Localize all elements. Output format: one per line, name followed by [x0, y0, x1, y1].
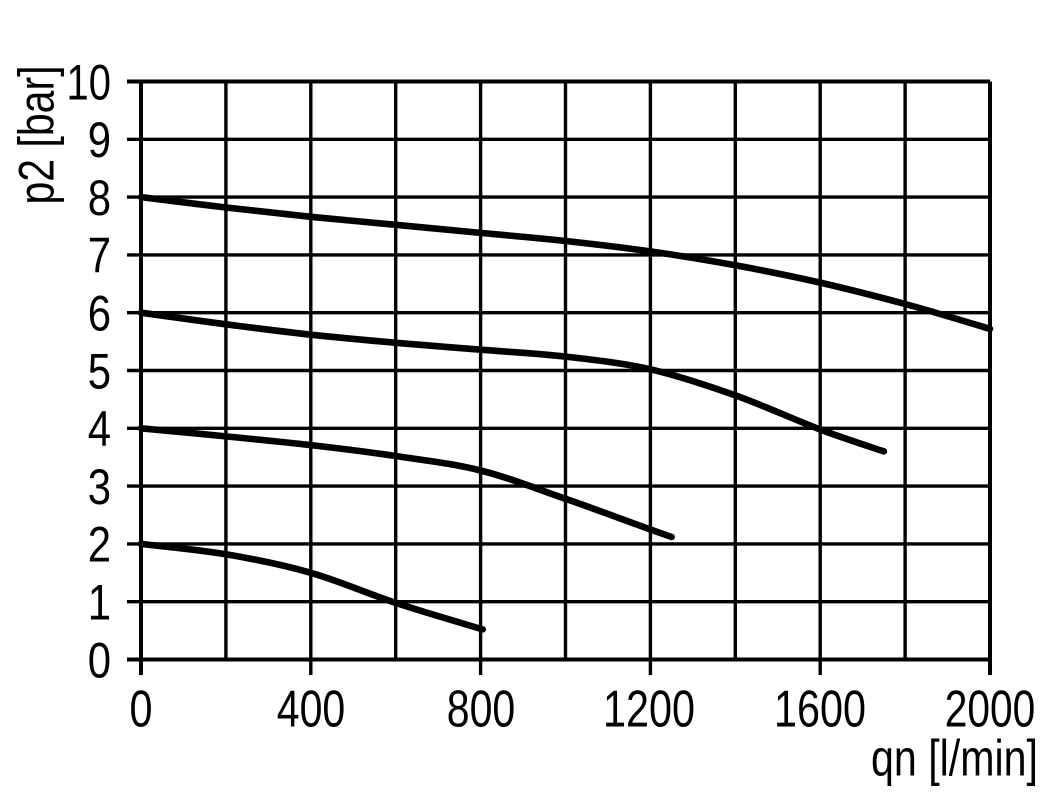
svg-text:0: 0 [130, 680, 153, 738]
svg-text:800: 800 [447, 680, 516, 738]
svg-text:p2 [bar]: p2 [bar] [9, 66, 65, 205]
svg-text:400: 400 [277, 680, 346, 738]
svg-text:8: 8 [88, 170, 111, 226]
svg-text:2000: 2000 [945, 680, 1036, 738]
svg-text:1200: 1200 [603, 680, 695, 738]
svg-text:5: 5 [88, 343, 111, 399]
svg-text:2: 2 [88, 517, 111, 573]
svg-text:0: 0 [88, 632, 111, 688]
svg-text:qn [l/min]: qn [l/min] [871, 730, 1038, 787]
svg-text:4: 4 [88, 401, 111, 457]
svg-text:10: 10 [67, 54, 112, 110]
svg-text:9: 9 [88, 112, 111, 168]
svg-text:7: 7 [88, 228, 111, 284]
svg-text:1: 1 [88, 575, 111, 631]
svg-text:3: 3 [88, 459, 111, 515]
svg-text:6: 6 [88, 286, 111, 342]
svg-text:1600: 1600 [774, 680, 866, 738]
